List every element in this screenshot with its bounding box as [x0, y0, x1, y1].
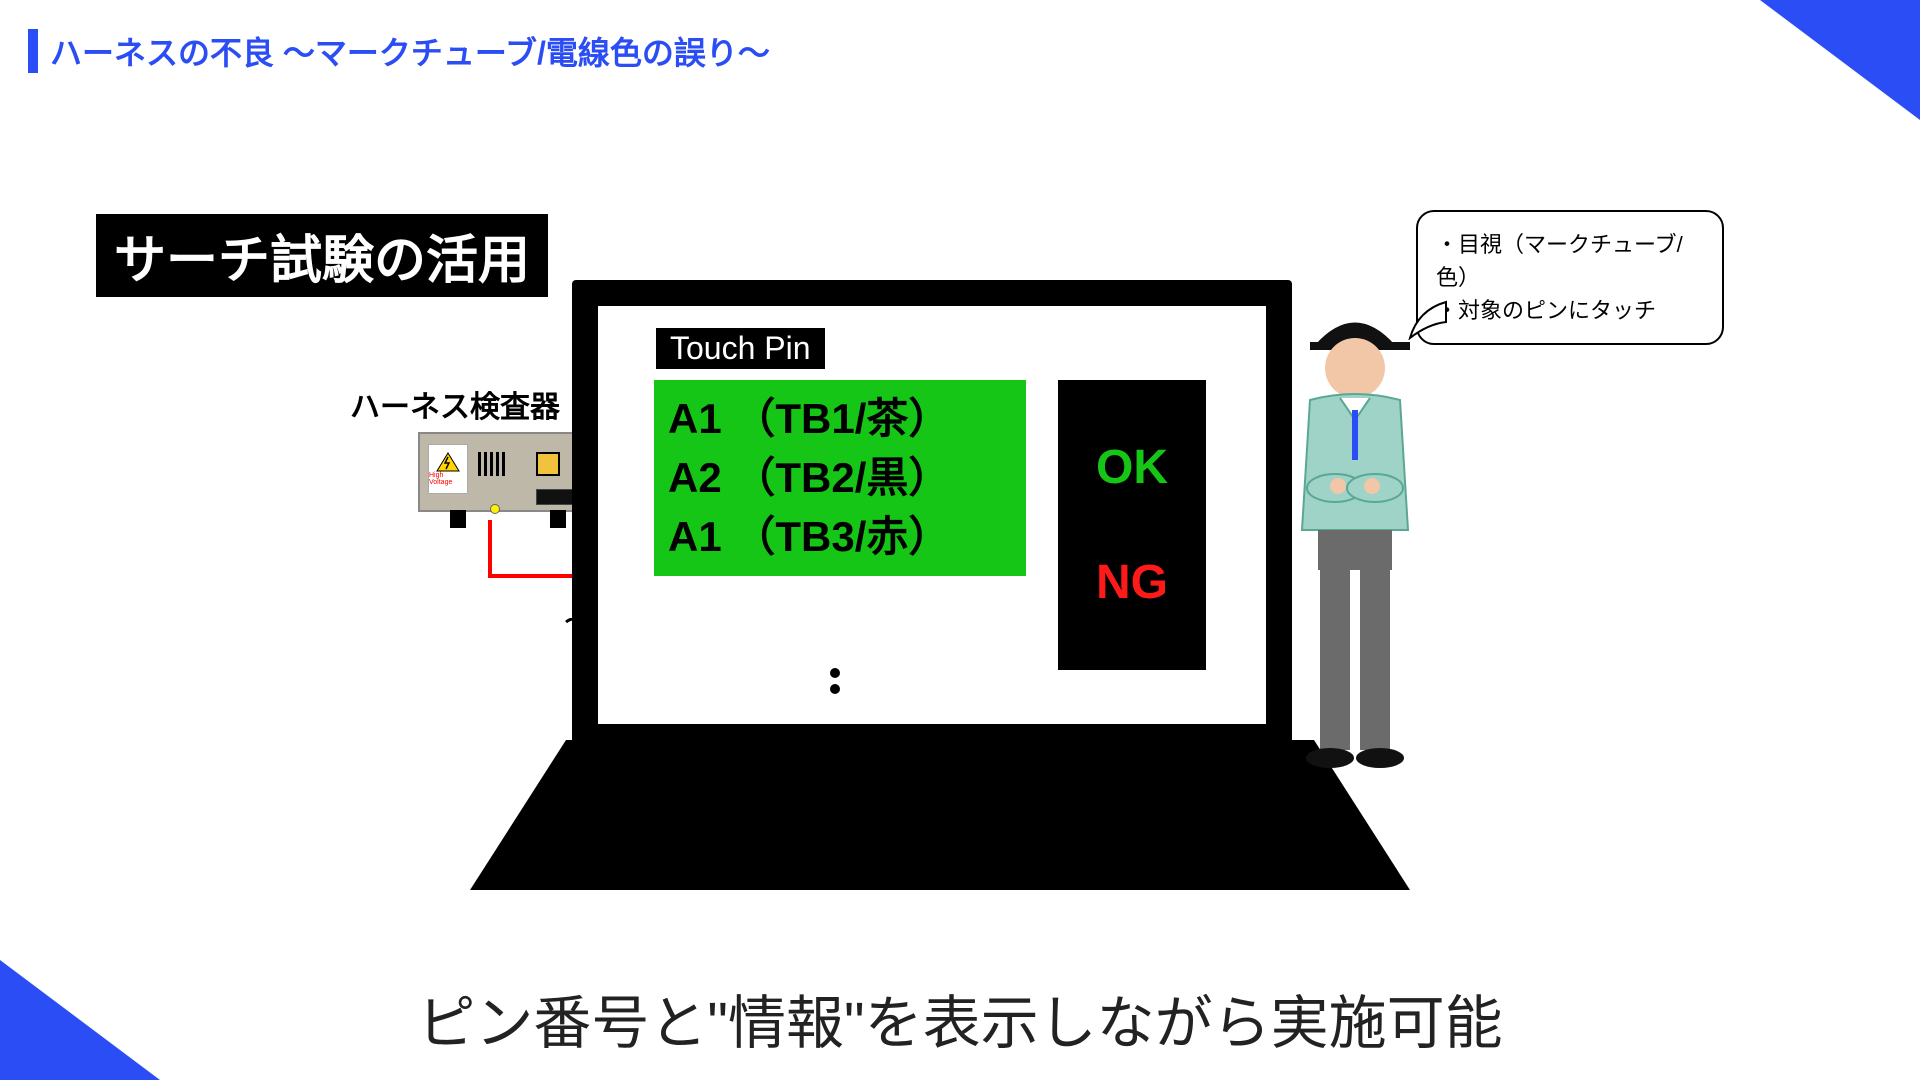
laptop: Touch Pin A1 （TB1/茶） A2 （TB2/黒） A1 （TB3/… [480, 280, 1400, 900]
status-ok: OK [1096, 440, 1168, 495]
pin-table: A1 （TB1/茶） A2 （TB2/黒） A1 （TB3/赤） [654, 380, 1026, 576]
laptop-frame: Touch Pin A1 （TB1/茶） A2 （TB2/黒） A1 （TB3/… [572, 280, 1292, 750]
speech-bubble-tail-icon [1408, 300, 1448, 340]
touch-pin-label: Touch Pin [656, 328, 825, 369]
pin-row: A1 （TB1/茶） [668, 390, 1012, 449]
pin-row: A2 （TB2/黒） [668, 449, 1012, 508]
bottom-caption: ピン番号と"情報"を表示しながら実施可能 [417, 976, 1502, 1060]
status-box: OK NG [1058, 380, 1206, 670]
warning-text: High Voltage [429, 472, 467, 486]
ellipsis-dots-icon [830, 668, 840, 694]
tester-foot-left [450, 510, 466, 528]
title-accent-bar [28, 29, 38, 73]
pin-row: A1 （TB3/赤） [668, 508, 1012, 567]
speech-line: ・対象のピンにタッチ [1436, 294, 1704, 327]
slide-title: ハーネスの不良 ～マークチューブ/電線色の誤り～ [28, 28, 770, 74]
speech-bubble: ・目視（マークチューブ/色） ・対象のピンにタッチ [1416, 210, 1724, 345]
high-voltage-warning-icon: High Voltage [428, 444, 468, 494]
laptop-screen: Touch Pin A1 （TB1/茶） A2 （TB2/黒） A1 （TB3/… [598, 306, 1266, 724]
speech-line: ・目視（マークチューブ/色） [1436, 228, 1704, 294]
corner-triangle-bottom-left [0, 960, 160, 1080]
laptop-base [470, 740, 1410, 900]
title-text: ハーネスの不良 ～マークチューブ/電線色の誤り～ [50, 28, 770, 74]
corner-triangle-top-right [1760, 0, 1920, 120]
status-ng: NG [1096, 555, 1168, 610]
worker-figure [1280, 310, 1430, 790]
